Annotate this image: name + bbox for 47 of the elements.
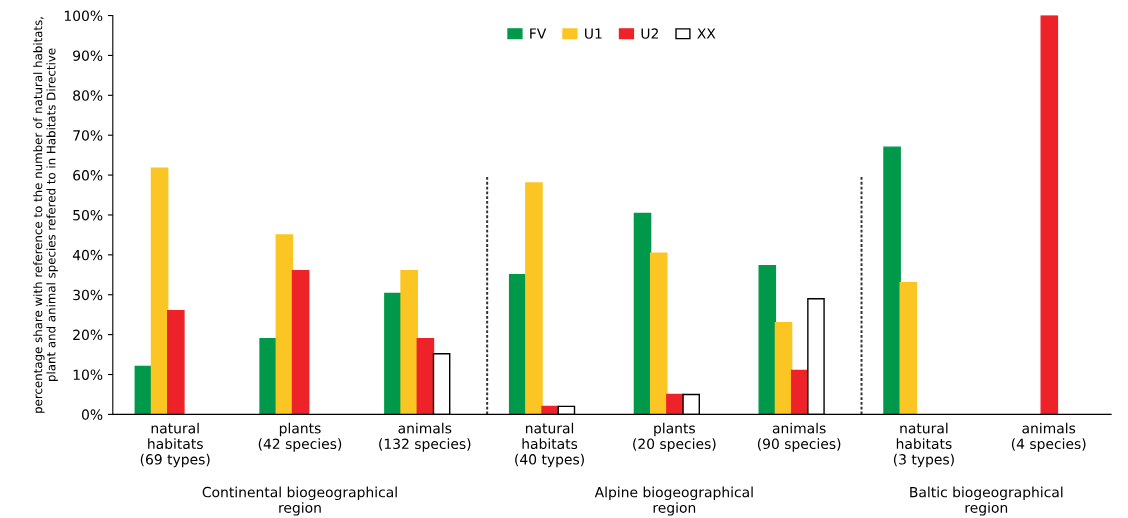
bar bbox=[633, 212, 652, 415]
bar bbox=[134, 365, 153, 415]
legend-label: FV bbox=[530, 28, 547, 39]
bar bbox=[883, 146, 901, 415]
x-tick-label: natural habitats (3 types) bbox=[893, 422, 954, 468]
bar bbox=[167, 310, 185, 415]
bar bbox=[150, 167, 169, 415]
bar bbox=[416, 337, 435, 415]
bar bbox=[774, 321, 793, 415]
y-tick-label: 20% bbox=[73, 329, 103, 341]
x-tick-label: animals (90 species) bbox=[757, 422, 841, 452]
bar bbox=[899, 282, 918, 415]
x-tick-label: animals (132 species) bbox=[379, 422, 471, 452]
x-tick-label: plants (20 species) bbox=[633, 422, 716, 452]
y-tick-label: 40% bbox=[72, 249, 103, 261]
bar bbox=[541, 405, 559, 415]
bar bbox=[291, 270, 310, 415]
x-tick-label: plants (42 species) bbox=[258, 422, 342, 452]
y-tick-label: 90% bbox=[73, 50, 103, 61]
legend-label: XX bbox=[697, 28, 716, 39]
bar bbox=[758, 264, 777, 415]
y-tick-label: 30% bbox=[73, 289, 103, 301]
y-tick-label: 60% bbox=[73, 170, 103, 181]
text: Baltic biogeographical region bbox=[910, 486, 1063, 516]
y-tick-label: 50% bbox=[73, 209, 103, 221]
legend-label: U2 bbox=[641, 28, 658, 39]
bar bbox=[400, 270, 418, 415]
bar bbox=[508, 274, 527, 415]
y-tick-label: 10% bbox=[73, 369, 103, 380]
y-tick-label: 70% bbox=[73, 130, 103, 141]
bar bbox=[259, 337, 277, 415]
bar bbox=[1040, 15, 1059, 415]
bar bbox=[525, 182, 543, 415]
text: Alpine biogeographical region bbox=[594, 486, 753, 516]
bar bbox=[275, 234, 294, 415]
bar bbox=[649, 252, 668, 415]
legend-label: U1 bbox=[585, 28, 602, 39]
y-axis-title: percentage share with reference to the number of natural habitats, plant and animal species refered to in Habitats Directive bbox=[33, 17, 58, 413]
y-tick-label: 100% bbox=[64, 10, 103, 22]
x-tick-label: natural habitats (40 types) bbox=[515, 422, 584, 468]
y-tick-label: 80% bbox=[73, 90, 103, 101]
x-tick-label: natural habitats (69 types) bbox=[140, 422, 210, 468]
bar bbox=[384, 292, 402, 415]
x-tick-label: animals (4 species) bbox=[1011, 422, 1086, 452]
text: Continental biogeographical region bbox=[202, 486, 397, 516]
y-tick-label: 0% bbox=[81, 409, 103, 420]
bar bbox=[790, 369, 809, 415]
